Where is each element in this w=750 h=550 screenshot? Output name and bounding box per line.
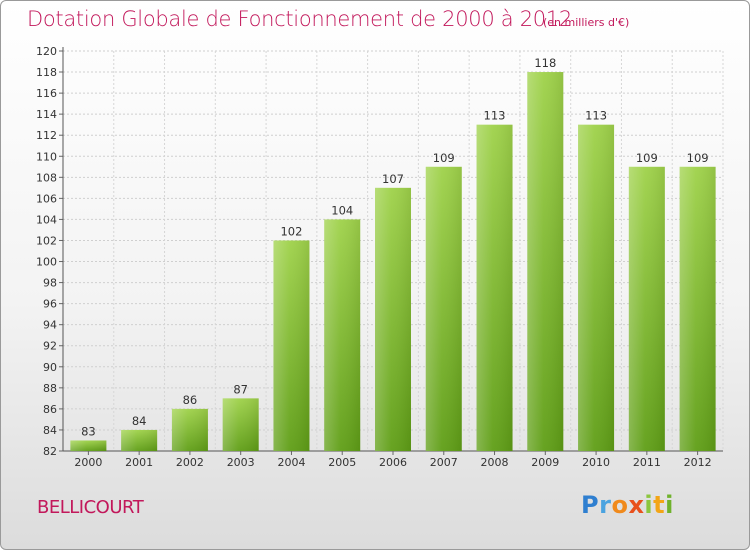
bar-shading	[222, 398, 259, 451]
bar-value-label: 83	[81, 424, 96, 438]
bar-shading	[171, 408, 208, 451]
bar-value-label: 109	[433, 151, 455, 165]
logo-letter: i	[665, 491, 674, 519]
x-tick-label: 2003	[227, 456, 255, 469]
x-tick-label: 2002	[176, 456, 204, 469]
y-tick-label: 84	[43, 424, 57, 437]
x-tick-label: 2007	[430, 456, 458, 469]
bar-value-label: 104	[331, 203, 353, 217]
y-tick-label: 108	[36, 171, 57, 184]
bar-value-label: 86	[183, 393, 198, 407]
bar-shading	[578, 124, 615, 452]
x-tick-label: 2009	[531, 456, 559, 469]
y-tick-label: 100	[36, 256, 57, 269]
bar-value-label: 87	[233, 382, 248, 396]
y-tick-label: 86	[43, 403, 57, 416]
x-tick-label: 2012	[684, 456, 712, 469]
commune-name: BELLICOURT	[37, 497, 144, 518]
y-tick-label: 112	[36, 129, 57, 142]
y-tick-label: 96	[43, 298, 57, 311]
bar-shading	[70, 440, 107, 451]
bar-value-label: 107	[382, 172, 404, 186]
y-tick-label: 88	[43, 382, 57, 395]
y-tick-label: 90	[43, 361, 57, 374]
bar-value-label: 109	[687, 151, 709, 165]
y-tick-label: 120	[36, 45, 57, 58]
y-tick-label: 114	[36, 108, 57, 121]
bar-shading	[628, 166, 665, 451]
y-tick-label: 92	[43, 340, 57, 353]
x-tick-label: 2010	[582, 456, 610, 469]
x-tick-label: 2011	[633, 456, 661, 469]
bar-value-label: 102	[280, 224, 302, 238]
x-tick-label: 2004	[277, 456, 305, 469]
bar-shading	[324, 219, 361, 451]
bar-shading	[527, 72, 564, 451]
bar-shading	[273, 240, 310, 451]
y-tick-labels: 82 84 86 88 90 92 94 96 98 100 102 104 106 108 110 112 1…	[36, 45, 57, 458]
chart-title: Dotation Globale de Fonctionnement de 20…	[27, 7, 572, 31]
bar-value-label: 84	[132, 414, 147, 428]
bars	[70, 72, 716, 452]
bar-value-label: 113	[484, 109, 506, 123]
bar-value-label: 118	[534, 56, 556, 70]
logo-letter: i	[644, 491, 654, 519]
logo-letter: t	[653, 491, 666, 519]
y-tick-label: 110	[36, 150, 57, 163]
proxiti-logo: Proxiti	[581, 491, 674, 519]
chart-subtitle: (en milliers d'€)	[543, 16, 630, 29]
y-tick-label: 104	[36, 213, 57, 226]
logo-letter: x	[628, 491, 645, 519]
x-tick-label: 2001	[125, 456, 153, 469]
y-tick-label: 82	[43, 445, 57, 458]
bar-shading	[375, 187, 411, 451]
y-tick-label: 118	[36, 66, 57, 79]
bar-shading	[679, 166, 716, 451]
bar-shading	[476, 124, 513, 452]
logo-letter: o	[611, 491, 629, 519]
logo-letter: P	[581, 491, 600, 519]
bar-value-label: 113	[585, 109, 607, 123]
y-tick-label: 94	[43, 319, 57, 332]
x-tick-label: 2000	[74, 456, 102, 469]
bar-shading	[121, 429, 158, 451]
bar-value-label: 109	[636, 151, 658, 165]
logo-letter: r	[599, 491, 612, 519]
x-tick-label: 2006	[379, 456, 407, 469]
y-tick-label: 102	[36, 234, 57, 247]
value-labels: 83 84 86 87 102 104 107 109 113 118 113 109 109	[81, 56, 709, 438]
bar-shading	[425, 166, 462, 451]
x-tick-labels: 2000 2001 2002 2003 2004 2005 2006 2007 2008 2009…	[74, 456, 711, 469]
y-tick-label: 116	[36, 87, 57, 100]
x-tick-label: 2008	[481, 456, 509, 469]
y-tick-label: 106	[36, 192, 57, 205]
y-tick-label: 98	[43, 277, 57, 290]
x-tick-label: 2005	[328, 456, 356, 469]
